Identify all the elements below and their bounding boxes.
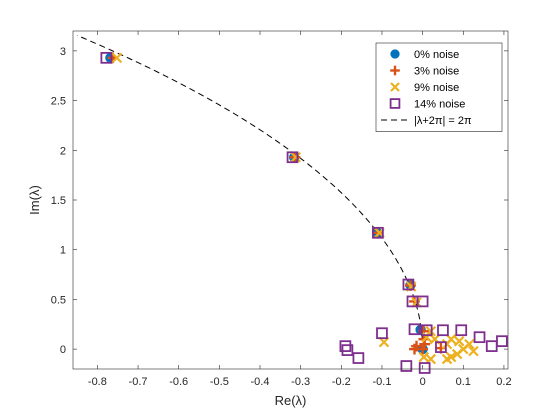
data-point-b [453, 335, 465, 347]
x-tick-label: -0.1 [372, 376, 391, 388]
data-point [435, 341, 447, 353]
data-point [286, 151, 299, 164]
data-point [339, 340, 352, 352]
legend-label: 9% noise [414, 82, 459, 94]
data-point [453, 335, 465, 347]
data-point [341, 344, 354, 356]
data-point-b [445, 333, 457, 345]
data-point [111, 52, 123, 64]
data-point-b [468, 345, 479, 357]
data-point [421, 331, 432, 343]
legend-label: 3% noise [414, 66, 459, 78]
data-point [473, 331, 486, 344]
data-point [290, 151, 302, 163]
data-point-b [378, 336, 390, 348]
x-tick-label: 0 [420, 376, 426, 388]
data-point [445, 333, 457, 345]
x-tick-label: 0.2 [496, 376, 511, 388]
data-point [418, 362, 431, 374]
data-point-b [421, 331, 432, 343]
data-point [418, 351, 430, 363]
data-point [352, 352, 365, 364]
legend-marker-b [390, 82, 400, 92]
x-tick-label: -0.8 [88, 376, 107, 388]
data-point [455, 324, 468, 337]
data-point-b [111, 52, 123, 64]
y-tick-label: 0 [60, 344, 66, 356]
data-point [420, 324, 433, 337]
data-point [100, 51, 113, 64]
data-point [451, 348, 463, 360]
y-axis-label: Im(λ) [27, 185, 42, 215]
x-tick-label: -0.2 [332, 376, 351, 388]
legend-marker [390, 65, 400, 76]
y-tick-label: 2 [60, 145, 66, 157]
data-point [408, 323, 421, 336]
legend-marker [390, 49, 400, 59]
legend: 0% noise 3% noise 9% noise 14% noise |λ+2π| … [375, 42, 503, 132]
curve-layer [76, 34, 424, 350]
x-tick-label: -0.7 [129, 376, 148, 388]
x-tick-label: -0.5 [210, 376, 229, 388]
y-tick-label: 1.5 [51, 195, 66, 207]
legend-marker [389, 98, 401, 109]
data-point [437, 324, 449, 337]
x-axis: -0.8 -0.7 -0.6 -0.5 -0.4 -0.3 -0.2 -0.1 0 0.1 0.2 [88, 31, 512, 388]
legend-label: 0% noise [414, 49, 459, 61]
data-point [372, 227, 383, 239]
data-point [496, 335, 508, 348]
data-point-b [418, 351, 430, 363]
x-tick-label: -0.3 [291, 376, 310, 388]
x-tick-label: 0.1 [456, 376, 471, 388]
y-tick-label: 2.5 [51, 96, 66, 108]
y-axis: 0 0.5 1 1.5 2 2.5 3 [51, 46, 508, 356]
x-tick-label: -0.4 [251, 376, 270, 388]
series-3 [100, 51, 508, 374]
data-point-b [451, 348, 463, 360]
legend-marker [390, 82, 400, 92]
data-point [378, 336, 390, 348]
y-tick-label: 1 [60, 245, 66, 257]
data-point [400, 360, 413, 372]
data-point-b [429, 333, 441, 345]
legend-label: |λ+2π| = 2π [414, 115, 472, 127]
data-point [468, 345, 479, 357]
data-point-b [290, 151, 302, 163]
data-point [441, 353, 453, 365]
series-2 [111, 52, 479, 365]
data-point [402, 278, 415, 291]
data-point [417, 343, 429, 355]
data-point [416, 295, 429, 308]
y-tick-label: 0.5 [51, 294, 66, 306]
legend-label: 14% noise [414, 99, 465, 111]
data-point-b [441, 353, 453, 365]
x-axis-label: Re(λ) [275, 393, 307, 408]
stability-boundary-curve [76, 34, 424, 350]
data-point [376, 327, 388, 340]
data-point [372, 226, 384, 239]
y-tick-label: 3 [60, 46, 66, 58]
points-layer [100, 51, 508, 374]
x-tick-label: -0.6 [169, 376, 188, 388]
